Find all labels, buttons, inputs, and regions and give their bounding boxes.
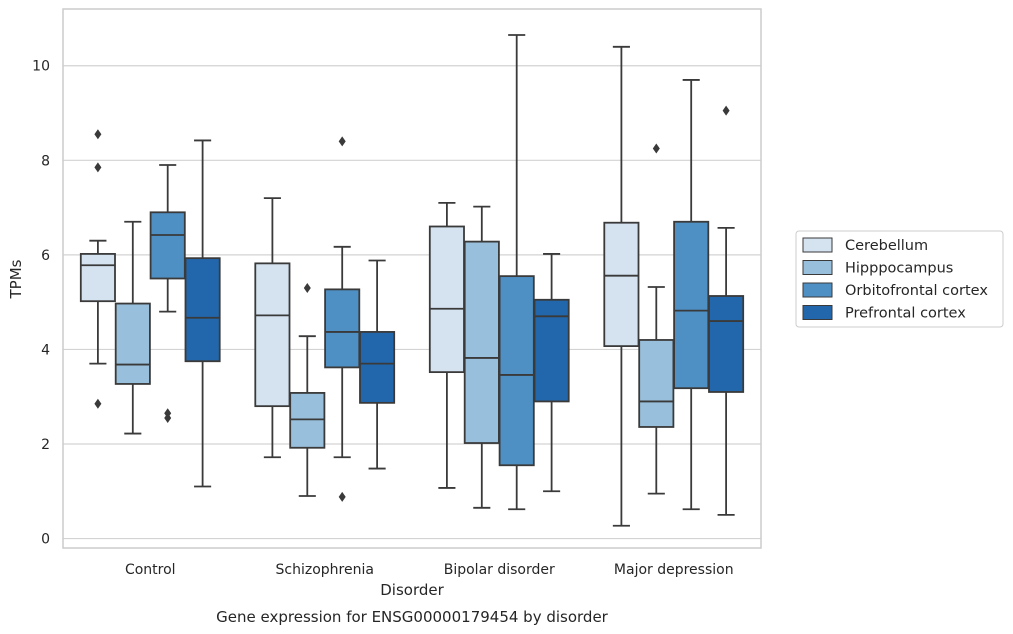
boxes-layer — [79, 34, 745, 527]
x-axis-title: Disorder — [380, 581, 444, 599]
legend-swatch — [802, 260, 833, 275]
box — [149, 211, 186, 280]
box-group — [184, 139, 221, 488]
outlier-point — [94, 162, 102, 173]
box — [359, 331, 396, 404]
x-tick-label: Bipolar disorder — [444, 562, 555, 578]
y-tick-label: 4 — [41, 342, 50, 358]
outlier-point — [94, 129, 102, 140]
box — [603, 221, 640, 348]
box — [638, 339, 675, 428]
box-group — [114, 220, 151, 435]
y-axis-title: TPMs — [7, 259, 25, 299]
chart-caption: Gene expression for ENSG00000179454 by d… — [216, 608, 609, 626]
box-group — [708, 105, 745, 516]
legend-label: Cerebellum — [845, 238, 928, 254]
box-group — [428, 201, 465, 489]
y-tick-label: 2 — [41, 437, 50, 453]
x-tick-label: Major depression — [614, 562, 734, 578]
box — [324, 288, 361, 369]
box-group — [324, 136, 361, 502]
y-tick-label: 6 — [41, 248, 50, 264]
legend-swatch — [802, 237, 833, 253]
box — [673, 220, 710, 390]
box — [289, 392, 326, 449]
legend-label: Prefrontal cortex — [845, 306, 966, 322]
legend-label: Hipppocampus — [845, 261, 953, 277]
box — [428, 225, 465, 374]
box-group — [533, 253, 570, 493]
box — [254, 262, 291, 408]
y-tick-label: 8 — [41, 153, 50, 169]
legend-swatch — [802, 305, 833, 320]
box-group — [149, 164, 186, 423]
outlier-point — [722, 105, 730, 116]
plot-frame — [62, 8, 762, 549]
box — [114, 302, 151, 385]
x-tick-label: Control — [125, 562, 176, 578]
box — [184, 257, 221, 363]
y-tick-label: 0 — [41, 532, 50, 548]
outlier-point — [652, 143, 660, 154]
legend-frame — [795, 230, 1004, 328]
outlier-point — [338, 136, 346, 147]
y-tick-label: 10 — [32, 59, 50, 75]
box-group — [673, 79, 710, 511]
box-group — [638, 143, 675, 495]
outlier-point — [164, 412, 172, 423]
box — [498, 275, 535, 467]
box-group — [463, 205, 500, 509]
x-tick-labels: Control Schizophrenia Bipolar disorder Majo… — [125, 562, 734, 578]
outlier-point — [303, 282, 311, 293]
outlier-point — [94, 398, 102, 409]
outlier-point — [338, 491, 346, 502]
box — [708, 295, 745, 393]
y-tick-labels: 0 2 4 6 8 10 — [32, 59, 50, 548]
box — [533, 298, 570, 403]
box — [79, 253, 116, 303]
legend-swatch — [802, 282, 833, 298]
box — [463, 240, 500, 444]
box-group — [79, 129, 116, 409]
box-group — [498, 34, 535, 511]
x-tick-label: Schizophrenia — [276, 562, 374, 578]
box-group — [359, 259, 396, 470]
box-group — [289, 282, 326, 497]
legend-label: Orbitofrontal cortex — [845, 283, 988, 299]
box-group — [254, 197, 291, 459]
box-group — [603, 45, 640, 527]
legend: Cerebellum Hipppocampus Orbitofrontal cort… — [795, 230, 1004, 328]
